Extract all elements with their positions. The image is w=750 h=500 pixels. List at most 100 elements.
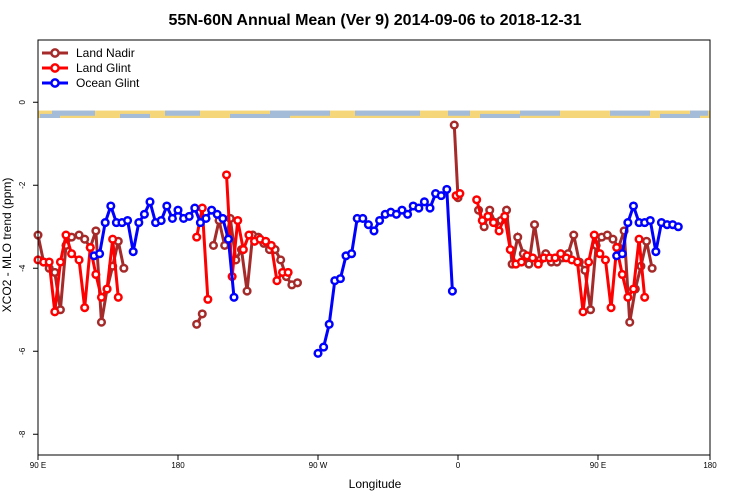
map-ocean-band bbox=[480, 113, 520, 119]
data-point bbox=[100, 218, 110, 228]
data-point bbox=[589, 230, 599, 240]
data-point bbox=[436, 191, 446, 201]
data-point bbox=[550, 253, 560, 263]
data-point bbox=[218, 213, 228, 223]
data-point bbox=[50, 307, 60, 317]
series-group bbox=[89, 184, 683, 358]
map-ocean-band bbox=[230, 113, 290, 119]
data-point bbox=[625, 317, 635, 327]
map-ocean-band bbox=[270, 110, 330, 116]
data-point bbox=[207, 205, 217, 215]
data-point bbox=[569, 230, 579, 240]
data-point bbox=[55, 257, 65, 267]
map-ocean-band bbox=[165, 110, 200, 116]
data-point bbox=[261, 236, 271, 246]
data-point bbox=[397, 205, 407, 215]
data-point bbox=[313, 348, 323, 358]
chart-title: 55N-60N Annual Mean (Ver 9) 2014-09-06 t… bbox=[169, 12, 582, 29]
data-point bbox=[472, 195, 482, 205]
data-point bbox=[335, 274, 345, 284]
data-point bbox=[578, 307, 588, 317]
data-point bbox=[139, 209, 149, 219]
legend-label: Ocean Glint bbox=[76, 76, 140, 90]
data-point bbox=[651, 247, 661, 257]
data-point bbox=[145, 197, 155, 207]
data-point bbox=[197, 309, 207, 319]
data-point bbox=[74, 230, 84, 240]
data-point bbox=[50, 267, 60, 277]
data-point bbox=[244, 230, 254, 240]
data-point bbox=[85, 242, 95, 253]
map-ocean-band bbox=[52, 110, 95, 116]
data-point bbox=[233, 215, 243, 226]
x-tick-label: 90 E bbox=[30, 461, 46, 470]
data-point bbox=[645, 215, 655, 226]
data-point bbox=[221, 170, 232, 180]
data-point bbox=[608, 234, 618, 244]
data-point bbox=[617, 249, 627, 259]
data-point bbox=[623, 292, 633, 302]
data-point bbox=[488, 218, 499, 228]
data-point bbox=[190, 203, 200, 213]
data-point bbox=[556, 249, 566, 259]
axes-layer: 90 E 180 90 W 0 90 E 180 0 -2 -4 -6 -8 bbox=[18, 39, 717, 470]
map-ocean-band bbox=[520, 110, 560, 116]
data-point bbox=[108, 234, 118, 244]
data-point bbox=[96, 317, 107, 327]
data-point bbox=[106, 201, 116, 211]
series-layer bbox=[33, 120, 683, 358]
data-point bbox=[403, 209, 413, 219]
data-point bbox=[449, 120, 459, 130]
data-point bbox=[167, 213, 177, 223]
data-point bbox=[242, 286, 252, 296]
data-point bbox=[134, 218, 144, 228]
data-point bbox=[272, 276, 282, 286]
plot-frame bbox=[37, 39, 711, 456]
data-point bbox=[91, 226, 101, 236]
data-point bbox=[223, 234, 233, 244]
legend-marker bbox=[50, 48, 60, 58]
legend-marker bbox=[50, 63, 60, 73]
data-point bbox=[184, 211, 194, 221]
data-point bbox=[414, 203, 424, 213]
data-point bbox=[156, 215, 166, 226]
data-point bbox=[673, 222, 683, 232]
data-point bbox=[419, 197, 429, 207]
data-point bbox=[128, 247, 138, 257]
data-point bbox=[533, 259, 543, 269]
data-point bbox=[513, 232, 523, 242]
data-point bbox=[95, 249, 105, 259]
data-point bbox=[119, 263, 129, 273]
data-point bbox=[505, 245, 515, 255]
data-point bbox=[623, 218, 633, 228]
data-point bbox=[266, 240, 276, 250]
data-point bbox=[201, 213, 211, 223]
data-point bbox=[391, 209, 401, 219]
data-point bbox=[425, 203, 435, 213]
map-ocean-band bbox=[690, 110, 708, 116]
data-point bbox=[203, 294, 213, 304]
data-point bbox=[606, 303, 616, 313]
data-point bbox=[91, 269, 101, 280]
series-line bbox=[225, 174, 289, 285]
data-point bbox=[67, 249, 77, 259]
map-ocean-band bbox=[448, 110, 470, 116]
map-ocean-band bbox=[660, 113, 700, 119]
data-point bbox=[324, 319, 334, 329]
data-point bbox=[647, 263, 657, 273]
data-point bbox=[369, 226, 379, 236]
data-point bbox=[529, 220, 540, 230]
data-point bbox=[516, 257, 527, 267]
map-ocean-band bbox=[120, 113, 150, 119]
data-point bbox=[61, 230, 71, 240]
data-point bbox=[347, 249, 357, 259]
data-point bbox=[208, 240, 219, 250]
data-point bbox=[192, 232, 202, 242]
data-point bbox=[283, 267, 293, 277]
data-point bbox=[585, 305, 596, 315]
data-point bbox=[584, 257, 594, 267]
data-point bbox=[600, 255, 611, 265]
data-point bbox=[358, 213, 368, 223]
data-point bbox=[628, 284, 639, 294]
